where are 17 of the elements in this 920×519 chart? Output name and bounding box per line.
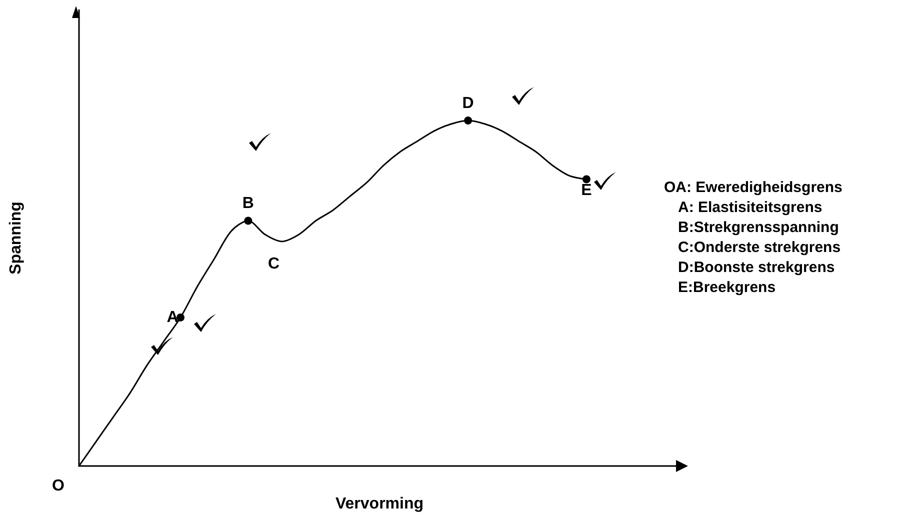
text: OA: Eweredigheidsgrens — [664, 179, 842, 196]
text: C:Onderste strekgrens — [678, 239, 841, 256]
text: A: Elastisiteitsgrens — [678, 199, 822, 216]
text: D:Boonste strekgrens — [678, 259, 835, 276]
annotation: E — [581, 182, 592, 199]
annotation: B — [242, 195, 254, 212]
x-axis-title: Vervorming — [335, 496, 424, 512]
annotation: D — [462, 95, 474, 112]
annotation: C — [268, 256, 280, 272]
text: B:Strekgrensspanning — [678, 219, 839, 236]
text: O — [52, 478, 64, 494]
text: E:Breekgrens — [678, 279, 776, 296]
y-axis-title: Spanning — [8, 202, 24, 274]
point — [244, 216, 252, 225]
point — [464, 116, 472, 125]
annotation: A — [166, 308, 179, 326]
point — [582, 175, 590, 184]
